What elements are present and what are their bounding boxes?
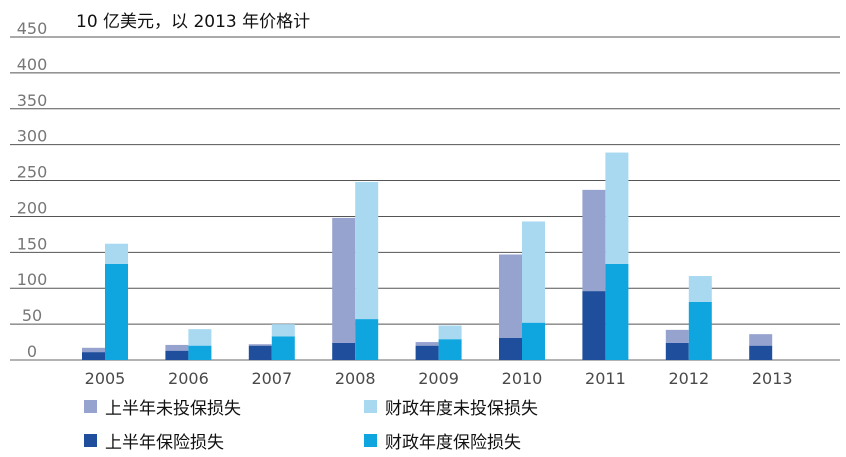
x-tick-label-2012: 2012: [668, 369, 709, 388]
bar-2011-h1-insured: [582, 291, 606, 360]
bar-2005-fy-uninsured: [105, 243, 128, 264]
bar-2007-h1-insured: [248, 345, 272, 360]
bar-2007-fy-insured: [271, 336, 295, 360]
legend-item-fy-uninsured: 财政年度未投保损失: [364, 395, 538, 419]
bar-2008-h1-uninsured: [332, 217, 356, 343]
legend-label-fy-uninsured: 财政年度未投保损失: [385, 398, 538, 419]
stacked-bar-chart: 0 50 100 150 200 250 300 350 400 450 2005 2006 2007 2…: [10, 19, 840, 388]
legend-label-fy-insured: 财政年度保险损失: [385, 432, 521, 453]
bar-2006-fy-uninsured: [188, 329, 212, 346]
bar-2009-h1-uninsured: [415, 342, 439, 346]
x-tick-label-2007: 2007: [251, 369, 292, 388]
legend-swatch-h1-insured: [84, 433, 97, 447]
x-tick-label-2009: 2009: [418, 369, 459, 388]
y-tick-label-400: 400: [17, 55, 48, 74]
bar-2008-fy-uninsured: [355, 181, 379, 320]
y-tick-label-350: 350: [17, 91, 48, 110]
bar-2006-fy-insured: [188, 345, 212, 360]
y-tick-label-0: 0: [27, 342, 37, 361]
bar-2010-h1-insured: [499, 337, 522, 360]
x-tick-label-2008: 2008: [335, 369, 376, 388]
legend-item-h1-insured: 上半年保险损失: [84, 429, 224, 453]
y-tick-label-200: 200: [17, 198, 48, 217]
x-tick-label-2011: 2011: [585, 369, 626, 388]
bar-2005-fy-insured: [105, 263, 128, 360]
bar-2012-fy-insured: [688, 301, 712, 360]
bar-2012-fy-uninsured: [688, 276, 712, 302]
y-tick-label-50: 50: [22, 306, 42, 325]
bar-2010-h1-uninsured: [499, 254, 522, 338]
x-tick-label-2005: 2005: [85, 369, 126, 388]
x-tick-label-2010: 2010: [502, 369, 543, 388]
legend-swatch-fy-uninsured: [364, 399, 377, 413]
chart-legend: 上半年未投保损失 财政年度未投保损失 上半年保险损失 财政年度保险损失: [84, 395, 804, 455]
y-tick-label-450: 450: [17, 19, 48, 38]
bar-2008-fy-insured: [355, 319, 379, 360]
legend-swatch-h1-uninsured: [84, 399, 97, 413]
legend-label-h1-uninsured: 上半年未投保损失: [105, 398, 241, 419]
bar-2008-h1-insured: [332, 342, 356, 360]
bar-2011-h1-uninsured: [582, 189, 606, 292]
bar-2006-h1-uninsured: [165, 344, 189, 351]
bar-2007-h1-uninsured: [248, 344, 272, 346]
bar-2013-h1-uninsured: [749, 334, 773, 346]
bar-2011-fy-insured: [605, 263, 629, 360]
bar-2006-h1-insured: [165, 350, 189, 360]
legend-swatch-fy-insured: [364, 433, 377, 447]
bar-2010-fy-uninsured: [522, 221, 545, 323]
bar-2012-h1-uninsured: [665, 329, 689, 343]
bar-2005-h1-insured: [82, 352, 105, 360]
y-tick-label-300: 300: [17, 127, 48, 146]
bar-2009-h1-insured: [415, 345, 439, 360]
y-tick-label-150: 150: [17, 234, 48, 253]
bar-2013-h1-insured: [749, 345, 773, 360]
bar-2009-fy-insured: [438, 339, 462, 360]
bar-2005-h1-uninsured: [82, 347, 105, 353]
legend-item-h1-uninsured: 上半年未投保损失: [84, 395, 241, 419]
bar-2007-fy-uninsured: [271, 324, 295, 337]
bar-2012-h1-insured: [665, 342, 689, 360]
bar-2009-fy-uninsured: [438, 325, 462, 340]
y-tick-label-250: 250: [17, 163, 48, 182]
bar-2010-fy-insured: [522, 322, 545, 360]
chart-unit-title: 10 亿美元，以 2013 年价格计: [76, 12, 311, 32]
y-tick-label-100: 100: [17, 270, 48, 289]
legend-item-fy-insured: 财政年度保险损失: [364, 429, 521, 453]
x-tick-label-2006: 2006: [168, 369, 209, 388]
bar-2011-fy-uninsured: [605, 152, 629, 264]
x-tick-label-2013: 2013: [752, 369, 793, 388]
legend-label-h1-insured: 上半年保险损失: [105, 432, 224, 453]
